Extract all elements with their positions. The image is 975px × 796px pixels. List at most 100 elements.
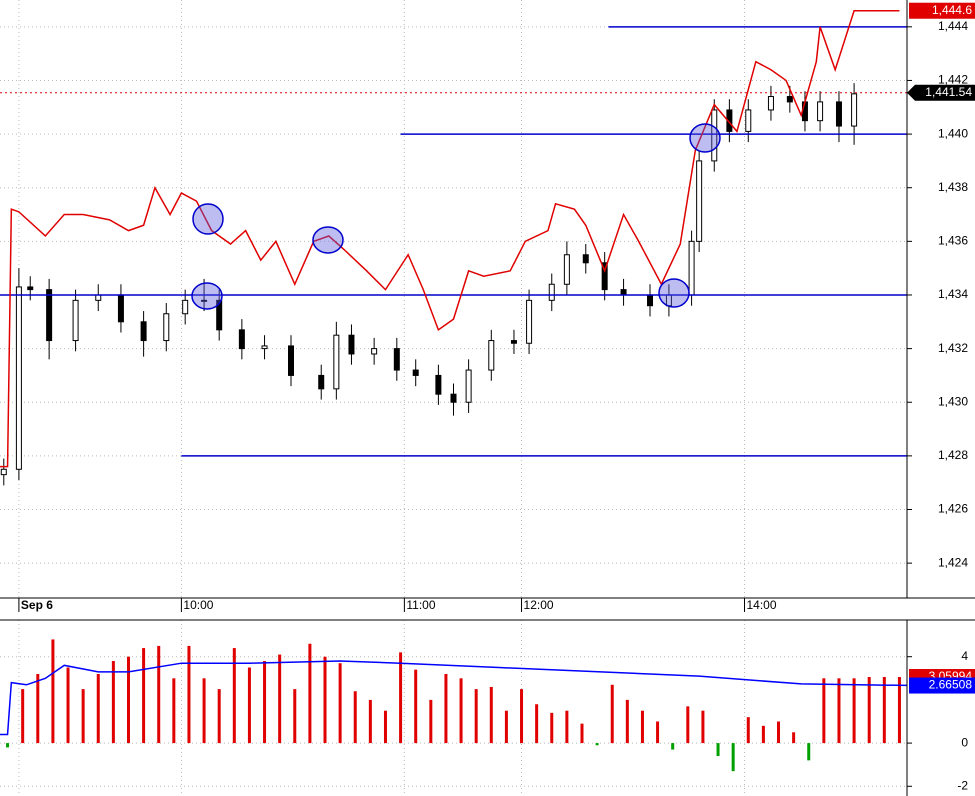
- candle-body: [287, 345, 294, 376]
- y-tick-label: -2: [957, 778, 968, 792]
- bar: [66, 667, 70, 744]
- bar: [232, 648, 236, 744]
- candle-body: [851, 93, 858, 127]
- annotation-circle: [312, 226, 344, 254]
- bar: [504, 710, 508, 744]
- bar: [716, 743, 720, 757]
- bar: [172, 678, 176, 744]
- bar: [746, 717, 750, 744]
- candle-body: [216, 299, 223, 331]
- last-value-label: 2.66508: [929, 678, 973, 692]
- bar: [429, 699, 433, 744]
- bar: [535, 704, 539, 744]
- candle-body: [835, 101, 842, 127]
- bar: [852, 678, 856, 744]
- annotation-circle: [192, 203, 224, 235]
- bar: [610, 684, 614, 744]
- bar: [474, 689, 478, 744]
- bar: [761, 725, 765, 744]
- candle-body: [465, 369, 472, 403]
- candle-body: [371, 348, 378, 355]
- candle-body: [510, 340, 517, 344]
- bar: [625, 699, 629, 744]
- y-tick-label: 1,438: [938, 180, 968, 194]
- candle-body: [333, 334, 340, 390]
- bar: [187, 645, 191, 744]
- bar: [459, 678, 463, 744]
- bar: [6, 743, 10, 748]
- candle-body: [238, 329, 245, 350]
- candle-body: [526, 299, 533, 344]
- bar: [595, 743, 599, 746]
- candle-body: [563, 254, 570, 285]
- bar: [36, 673, 40, 744]
- bar: [21, 689, 25, 744]
- bar: [822, 678, 826, 744]
- bar: [520, 689, 524, 744]
- y-tick-label: 1,424: [938, 555, 968, 569]
- bar: [550, 712, 554, 744]
- annotation-circle: [658, 278, 690, 308]
- label-box: [909, 2, 975, 19]
- candle-body: [72, 299, 79, 342]
- last-value-label: 1,441.54: [925, 85, 972, 99]
- bar: [897, 677, 901, 744]
- bar: [399, 652, 403, 744]
- candle-body: [412, 369, 419, 376]
- bar: [96, 673, 100, 744]
- bar: [882, 677, 886, 744]
- bar: [383, 710, 387, 744]
- label-box: [909, 677, 975, 694]
- bar: [142, 648, 146, 744]
- x-tick-label: 10:00: [183, 598, 213, 612]
- bar: [308, 643, 312, 744]
- bar: [353, 691, 357, 744]
- bar: [656, 721, 660, 744]
- candle-body: [450, 393, 457, 403]
- y-tick-label: 1,432: [938, 341, 968, 355]
- bar: [701, 710, 705, 744]
- y-tick-label: 1,426: [938, 502, 968, 516]
- bar: [489, 686, 493, 744]
- bar: [640, 710, 644, 744]
- candle-body: [696, 160, 703, 242]
- bar: [247, 667, 251, 744]
- bar: [111, 661, 115, 744]
- x-tick-label: 11:00: [406, 598, 435, 612]
- bar: [338, 663, 342, 744]
- candle-body: [95, 294, 102, 301]
- candle-body: [582, 254, 589, 264]
- bar: [323, 656, 327, 744]
- bar: [202, 678, 206, 744]
- bar: [565, 710, 569, 744]
- annotation-circle: [689, 123, 721, 153]
- bar: [126, 656, 130, 744]
- bar: [867, 677, 871, 744]
- last-value-label: 1,444.6: [932, 3, 972, 17]
- bar: [792, 732, 796, 744]
- y-tick-label: 0: [961, 735, 968, 749]
- bar: [444, 673, 448, 744]
- x-tick-label: 12:00: [524, 598, 554, 612]
- candle-body: [767, 96, 774, 111]
- candle-body: [548, 283, 555, 301]
- bar: [81, 689, 85, 744]
- candle-body: [15, 286, 22, 470]
- annotation-circle: [191, 282, 223, 310]
- candle-body: [182, 299, 189, 315]
- y-tick-label: 1,434: [938, 287, 968, 301]
- candle-body: [348, 334, 355, 355]
- x-tick-label: Sep 6: [21, 598, 53, 612]
- candle-body: [745, 109, 752, 132]
- bar: [731, 743, 735, 772]
- candle-body: [201, 299, 208, 302]
- y-tick-label: 1,444: [938, 19, 968, 33]
- bar: [278, 654, 282, 744]
- candle-body: [786, 96, 793, 103]
- bar: [580, 723, 584, 744]
- bar: [671, 743, 675, 750]
- candle-body: [801, 101, 808, 122]
- candle-body: [620, 289, 627, 296]
- bar: [51, 639, 55, 744]
